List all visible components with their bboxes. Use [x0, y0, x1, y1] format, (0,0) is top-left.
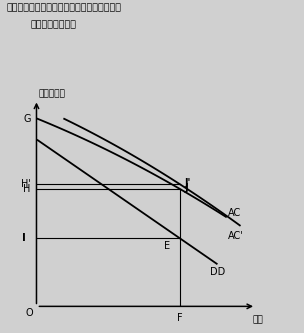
Text: （部分均衡分析）: （部分均衡分析） [30, 20, 76, 29]
Text: 図３　新農業構造改善収益型施設設置の効果: 図３ 新農業構造改善収益型施設設置の効果 [6, 3, 121, 12]
Text: E: E [164, 241, 170, 251]
Text: H: H [23, 184, 31, 194]
Text: J: J [184, 183, 188, 193]
Text: J': J' [184, 177, 191, 187]
Text: H': H' [21, 178, 31, 188]
Text: AC: AC [228, 207, 241, 217]
Text: AC': AC' [228, 231, 244, 241]
Text: I: I [22, 233, 26, 243]
Text: 価格・費用: 価格・費用 [39, 90, 66, 99]
Text: DD: DD [210, 267, 225, 277]
Text: F: F [177, 313, 182, 323]
Text: O: O [26, 308, 33, 318]
Text: G: G [23, 114, 31, 124]
Text: 数量: 数量 [253, 315, 264, 324]
